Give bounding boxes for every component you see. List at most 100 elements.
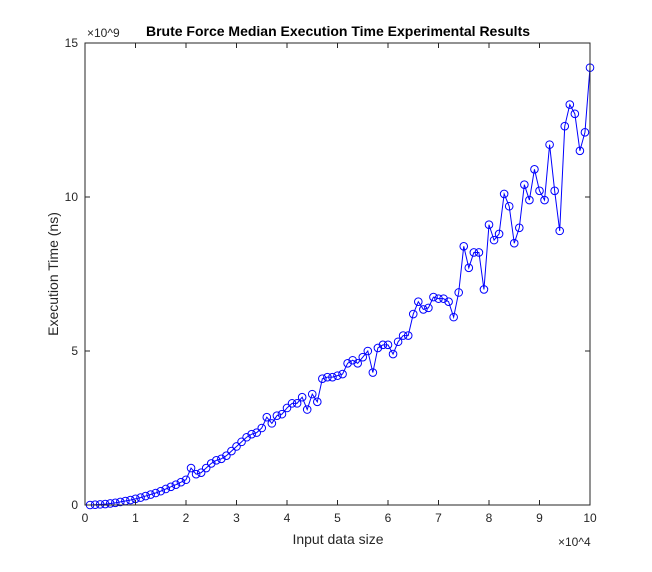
data-point bbox=[353, 359, 363, 368]
data-point bbox=[419, 305, 428, 314]
y-tick-label: 0 bbox=[71, 498, 78, 512]
data-point bbox=[474, 248, 484, 257]
series-line bbox=[90, 67, 591, 506]
data-point bbox=[525, 195, 534, 205]
x-tick-label: 1 bbox=[132, 511, 139, 525]
data-point bbox=[267, 419, 277, 428]
data-point bbox=[287, 399, 297, 408]
y-tick-label: 15 bbox=[65, 36, 79, 50]
data-point bbox=[398, 331, 408, 340]
chart-title: Brute Force Median Execution Time Experi… bbox=[146, 23, 530, 39]
data-point bbox=[565, 100, 575, 109]
x-axis: 0 1 2 3 4 5 6 7 8 9 10 bbox=[82, 43, 597, 525]
data-point bbox=[368, 368, 378, 377]
y-axis-multiplier: ×10^9 bbox=[87, 26, 120, 40]
data-point bbox=[136, 493, 145, 502]
data-point bbox=[166, 482, 176, 492]
data-point bbox=[206, 459, 216, 468]
data-point bbox=[439, 294, 448, 303]
y-axis: 0 5 10 15 bbox=[65, 36, 590, 512]
data-point bbox=[151, 488, 160, 498]
data-point bbox=[429, 292, 438, 302]
data-point bbox=[489, 235, 499, 245]
data-point bbox=[580, 128, 590, 137]
data-point bbox=[338, 369, 347, 379]
data-point bbox=[181, 475, 191, 485]
data-point bbox=[252, 428, 262, 437]
data-point bbox=[378, 340, 388, 350]
data-point bbox=[358, 352, 368, 362]
data-point bbox=[161, 484, 171, 494]
data-point bbox=[100, 499, 110, 509]
data-point bbox=[464, 263, 474, 273]
data-point bbox=[509, 238, 519, 248]
data-point bbox=[520, 180, 529, 189]
data-point bbox=[156, 486, 166, 496]
data-point bbox=[126, 495, 135, 505]
data-point bbox=[449, 312, 458, 322]
data-point bbox=[545, 140, 554, 149]
x-tick-label: 4 bbox=[284, 511, 291, 525]
data-point bbox=[383, 340, 393, 350]
x-axis-title: Input data size bbox=[292, 531, 383, 547]
x-tick-label: 6 bbox=[385, 511, 392, 525]
data-point bbox=[469, 248, 479, 257]
data-point bbox=[201, 463, 211, 473]
x-tick-label: 7 bbox=[435, 511, 442, 525]
plot-area bbox=[85, 43, 590, 505]
data-point bbox=[434, 294, 443, 303]
data-point bbox=[444, 297, 453, 307]
data-point bbox=[105, 499, 115, 508]
data-point bbox=[141, 491, 150, 501]
data-point bbox=[494, 229, 504, 239]
data-point bbox=[262, 412, 272, 422]
data-point bbox=[484, 220, 494, 230]
data-point bbox=[297, 392, 307, 402]
data-point bbox=[257, 423, 267, 433]
data-point bbox=[232, 442, 241, 451]
y-axis-title: Execution Time (ns) bbox=[45, 212, 61, 336]
data-point bbox=[222, 451, 231, 461]
data-point bbox=[560, 121, 570, 131]
data-point bbox=[313, 397, 322, 407]
data-point bbox=[217, 454, 226, 464]
data-point bbox=[424, 303, 433, 313]
x-tick-label: 2 bbox=[183, 511, 190, 525]
data-point bbox=[403, 331, 413, 340]
data-point bbox=[227, 446, 236, 456]
data-point bbox=[348, 355, 357, 365]
data-point bbox=[504, 201, 514, 211]
data-point bbox=[323, 372, 332, 382]
data-point bbox=[242, 432, 251, 442]
x-axis-multiplier: ×10^4 bbox=[558, 535, 591, 549]
data-point bbox=[191, 469, 201, 479]
data-point bbox=[237, 437, 246, 447]
data-point bbox=[540, 195, 549, 205]
data-point bbox=[393, 337, 403, 347]
y-tick-label: 5 bbox=[71, 344, 78, 358]
x-tick-label: 0 bbox=[82, 511, 89, 525]
data-point bbox=[479, 285, 489, 294]
data-point bbox=[414, 297, 423, 307]
series-layer bbox=[85, 63, 595, 510]
data-point bbox=[307, 389, 317, 399]
data-point bbox=[328, 372, 337, 382]
x-tick-label: 9 bbox=[536, 511, 543, 525]
data-point bbox=[555, 226, 565, 236]
data-point bbox=[373, 343, 383, 353]
data-point bbox=[196, 468, 206, 477]
data-point bbox=[95, 500, 105, 509]
data-point bbox=[176, 477, 186, 487]
data-point bbox=[570, 109, 580, 119]
x-tick-label: 5 bbox=[334, 511, 341, 525]
data-point bbox=[272, 411, 282, 420]
x-tick-label: 3 bbox=[233, 511, 240, 525]
data-point bbox=[459, 241, 469, 251]
x-tick-label: 8 bbox=[486, 511, 493, 525]
data-point bbox=[550, 186, 559, 196]
data-point bbox=[575, 146, 585, 156]
data-point bbox=[515, 223, 524, 233]
data-point bbox=[318, 374, 327, 384]
